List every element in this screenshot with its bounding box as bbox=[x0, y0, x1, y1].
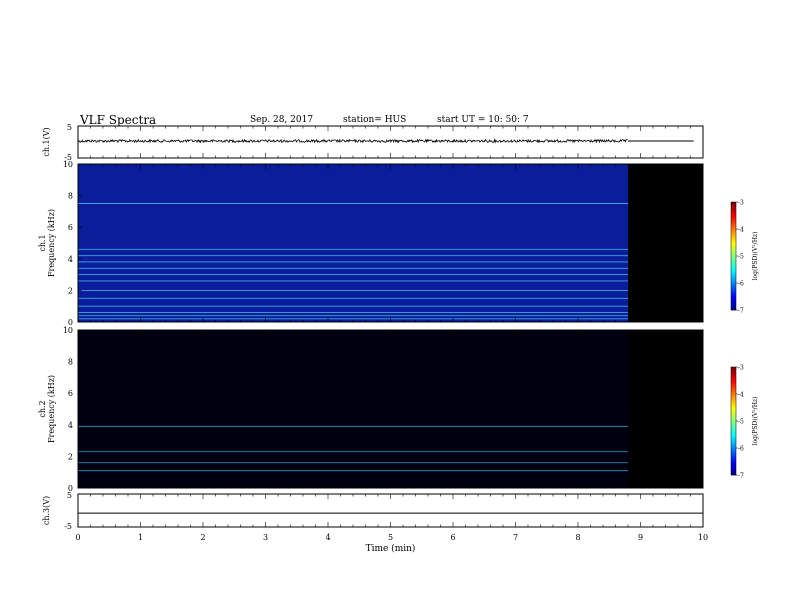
ch1-waveform-ylabel: ch.1(V) bbox=[42, 127, 51, 156]
ch1-waveform-ylabel-line: ch.1(V) bbox=[42, 127, 51, 156]
ch1-waveform-trace bbox=[77, 138, 628, 144]
ch1-waveform-ytick-label: 5 bbox=[67, 123, 72, 132]
ch1-waveform-ytick-label: -5 bbox=[64, 153, 72, 162]
